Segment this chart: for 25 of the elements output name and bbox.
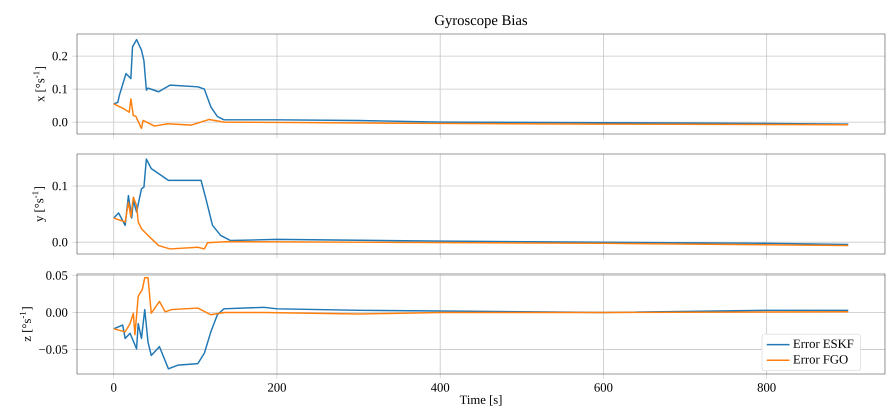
- x-axis-title: Time [s]: [460, 395, 502, 406]
- y-tick-label: 0.00: [46, 308, 68, 317]
- y-tick-label: 0.1: [52, 182, 68, 190]
- legend-label: Error ESKF: [793, 339, 854, 348]
- y-tick-label: 0.05: [46, 271, 68, 280]
- line-series: [112, 276, 849, 336]
- line-series: [112, 158, 849, 246]
- x-tick-label: 400: [430, 383, 450, 392]
- y-axis-title: z [°s$^{-1}$]: [20, 307, 32, 342]
- line-series: [112, 196, 849, 250]
- y-axis-title: y [°s$^{-1}$]: [32, 186, 46, 222]
- y-tick-label: −0.05: [39, 345, 68, 354]
- x-tick-label: 600: [594, 383, 612, 392]
- line-series: [112, 38, 849, 125]
- x-tick-label: 200: [268, 383, 286, 392]
- y-tick-label: 0.1: [52, 84, 68, 94]
- chart-title: Gyroscope Bias: [434, 15, 528, 28]
- legend-label: Error FGO: [793, 355, 848, 364]
- x-tick-label: 0: [111, 383, 116, 392]
- line-series: [112, 98, 849, 130]
- y-axis-title: x [°s$^{-1}$]: [33, 66, 46, 102]
- y-tick-label: 0.0: [52, 238, 68, 247]
- y-tick-label: 0.0: [52, 118, 68, 126]
- y-tick-label: 0.2: [52, 52, 68, 60]
- x-tick-label: 800: [758, 383, 776, 392]
